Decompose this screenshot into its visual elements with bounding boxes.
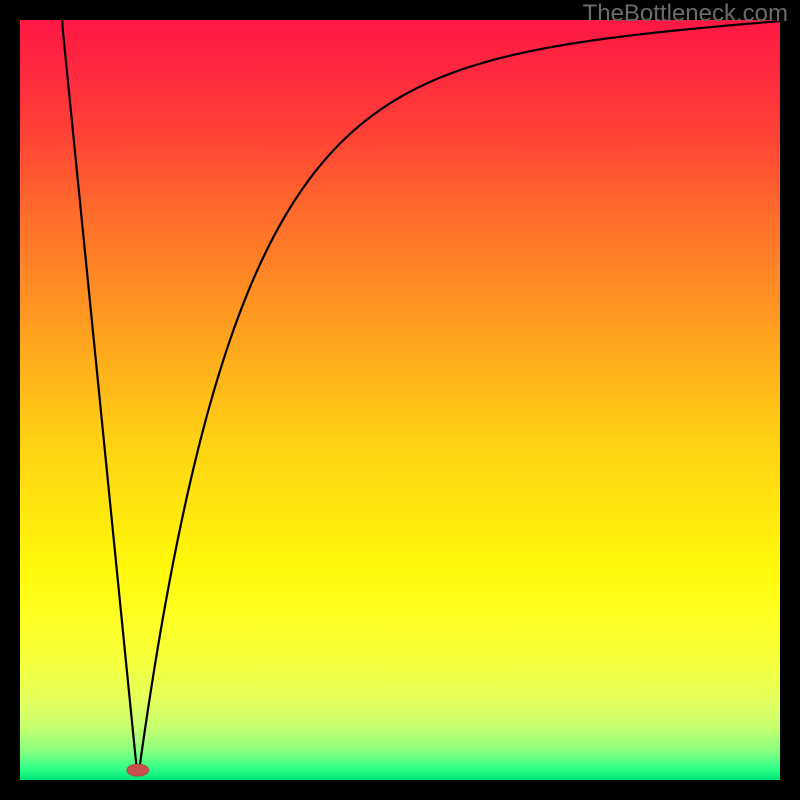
watermark-text: TheBottleneck.com: [583, 0, 788, 28]
bottleneck-curve: [20, 0, 780, 773]
chart-container: TheBottleneck.com: [0, 0, 800, 800]
curve-layer: [20, 20, 780, 780]
minimum-marker: [127, 764, 149, 776]
plot-area: [20, 20, 780, 780]
